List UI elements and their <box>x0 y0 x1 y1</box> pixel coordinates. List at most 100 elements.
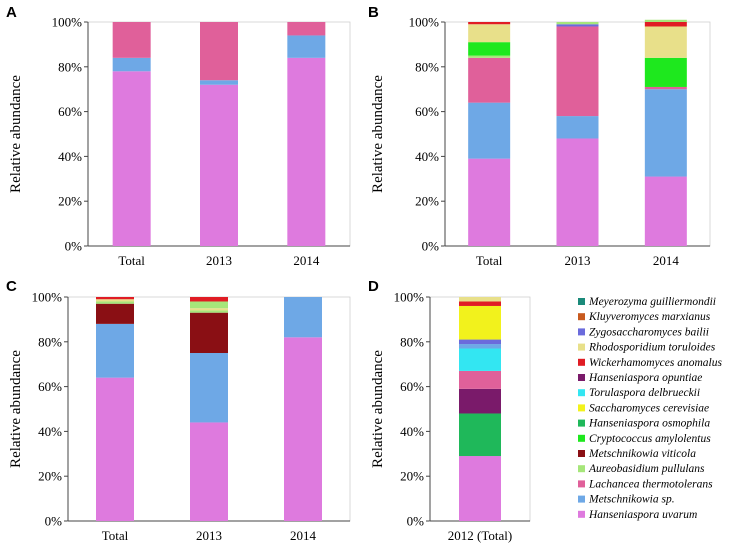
y-tick-label-a: 0% <box>65 239 83 254</box>
bar-segment-a-total-metschnikowia-sp <box>112 57 151 72</box>
legend-label-metschnikowia-viticola: Metschnikowia viticola <box>588 448 696 460</box>
x-tick-label-c: Total <box>102 528 129 543</box>
legend-label-lachancea-thermotolerans: Lachancea thermotolerans <box>588 478 713 490</box>
legend-swatch-lachancea-thermotolerans <box>578 480 585 488</box>
panel-letter-c: C <box>6 278 17 295</box>
y-tick-label-b: 60% <box>415 104 439 119</box>
bar-segment-b-2014-hanseniaspora-uvarum <box>644 176 687 246</box>
legend-label-aureobasidium-pullulans: Aureobasidium pullulans <box>588 463 705 475</box>
bar-segment-b-total-rhodosporidium-toruloides <box>468 24 511 43</box>
y-tick-label-c: 40% <box>38 424 62 439</box>
legend-swatch-torulaspora-delbrueckii <box>578 389 585 397</box>
bar-segment-a-2014-lachancea-thermotolerans <box>287 22 326 36</box>
bar-segment-b-total-metschnikowia-sp <box>468 102 511 159</box>
legend-label-wickerhamomyces-anomalus: Wickerhamomyces anomalus <box>589 357 722 369</box>
charts-layer: A Relative abundance 0% 20% 40% 60% 80% 100% Tot… <box>6 4 711 543</box>
bar-segment-c-2013-hanseniaspora-uvarum <box>190 422 228 521</box>
legend-label-saccharomyces-cerevisiae: Saccharomyces cerevisiae <box>589 402 709 414</box>
bar-segment-a-total-hanseniaspora-uvarum <box>112 71 151 246</box>
legend-label-meyerozyma-guilliermondii: Meyerozyma guilliermondii <box>588 296 716 308</box>
legend-label-hanseniaspora-uvarum: Hanseniaspora uvarum <box>588 509 697 521</box>
panel-letter-a: A <box>6 4 17 21</box>
legend-swatch-hanseniaspora-osmophila <box>578 419 585 427</box>
y-axis-label-c: Relative abundance <box>8 350 24 468</box>
y-tick-label-c: 80% <box>38 334 62 349</box>
bar-segment-c-total-metschnikowia-sp <box>96 323 134 378</box>
bar-segment-b-2014-metschnikowia-sp <box>644 89 687 177</box>
bar-segment-a-2013-metschnikowia-sp <box>200 80 238 85</box>
bar-segment-c-2013-metschnikowia-viticola <box>190 312 228 353</box>
bar-segment-d-2012-total-hanseniaspora-osmophila <box>459 413 501 457</box>
bar-segment-b-total-hanseniaspora-uvarum <box>468 158 511 246</box>
y-tick-label-b: 20% <box>415 194 439 209</box>
bar-segment-d-2012-total-saccharomyces-cerevisiae <box>459 305 501 340</box>
y-tick-label-a: 20% <box>58 194 82 209</box>
bar-segment-d-2012-total-hanseniaspora-opuntiae <box>459 388 501 414</box>
legend-swatch-metschnikowia-viticola <box>578 450 585 457</box>
bar-segment-c-2013-rhodosporidium-toruloides <box>190 308 228 311</box>
y-tick-label-d: 80% <box>400 334 424 349</box>
chart-panel-d: D Relative abundance 0% 20% 40% 60% 80% 100% 201… <box>368 278 531 543</box>
legend-swatch-zygosaccharomyces-bailii <box>578 328 585 336</box>
bar-segment-d-2012-total-metschnikowia-sp <box>459 344 501 349</box>
x-tick-label-c: 2014 <box>290 528 317 543</box>
legend-swatch-aureobasidium-pullulans <box>578 465 585 473</box>
bar-segment-b-total-lachancea-thermotolerans <box>468 57 511 103</box>
legend-label-hanseniaspora-opuntiae: Hanseniaspora opuntiae <box>588 372 702 384</box>
x-tick-label-c: 2013 <box>196 528 222 543</box>
bar-segment-b-total-aureobasidium-pullulans <box>468 55 511 58</box>
panel-letter-d: D <box>368 278 379 295</box>
y-tick-label-d: 0% <box>407 514 425 529</box>
bar-segment-c-2014-hanseniaspora-uvarum <box>284 337 322 521</box>
legend-label-zygosaccharomyces-bailii: Zygosaccharomyces bailii <box>589 326 709 338</box>
legend-swatch-saccharomyces-cerevisiae <box>578 404 585 412</box>
legend-swatch-cryptococcus-amylolentus <box>578 434 585 442</box>
y-tick-label-d: 100% <box>394 290 425 305</box>
bar-segment-b-2014-aureobasidium-pullulans <box>644 19 687 22</box>
bar-segment-c-total-wickerhamomyces-anomalus <box>96 297 134 300</box>
bar-segment-b-2013-aureobasidium-pullulans <box>556 22 599 25</box>
x-tick-label-a: 2013 <box>206 253 232 268</box>
y-tick-label-d: 60% <box>400 379 424 394</box>
bar-segment-d-2012-total-wickerhamomyces-anomalus <box>459 301 501 306</box>
bar-segment-b-2014-lachancea-thermotolerans <box>644 86 687 90</box>
bar-segment-c-2013-aureobasidium-pullulans <box>190 301 228 309</box>
y-tick-label-a: 80% <box>58 59 82 74</box>
x-tick-label-b: 2014 <box>653 253 680 268</box>
y-tick-label-c: 0% <box>45 514 63 529</box>
legend-label-metschnikowia-sp: Metschnikowia sp. <box>588 494 675 506</box>
y-tick-label-a: 60% <box>58 104 82 119</box>
y-tick-label-c: 100% <box>32 290 63 305</box>
bar-segment-c-total-aureobasidium-pullulans <box>96 301 134 304</box>
bar-segment-c-2013-aureobasidium-pullulans <box>190 310 228 313</box>
x-tick-label-a: 2014 <box>293 253 320 268</box>
bar-segment-d-2012-total-lachancea-thermotolerans <box>459 370 501 389</box>
bar-segment-a-2013-hanseniaspora-uvarum <box>200 84 238 246</box>
bar-segment-d-2012-total-torulaspora-delbrueckii <box>459 348 501 371</box>
bar-segment-c-total-hanseniaspora-uvarum <box>96 377 134 521</box>
legend-label-kluyveromyces-marxianus: Kluyveromyces marxianus <box>588 311 711 323</box>
y-tick-label-b: 80% <box>415 59 439 74</box>
bar-segment-d-2012-total-zygosaccharomyces-bailii <box>459 339 501 345</box>
legend: Meyerozyma guilliermondii Kluyveromyces m… <box>578 296 722 521</box>
panel-letter-b: B <box>368 4 379 21</box>
legend-label-torulaspora-delbrueckii: Torulaspora delbrueckii <box>589 387 700 399</box>
legend-swatch-metschnikowia-sp <box>578 495 585 503</box>
bar-segment-b-2013-hanseniaspora-uvarum <box>556 138 599 246</box>
y-tick-label-b: 0% <box>422 239 440 254</box>
legend-label-cryptococcus-amylolentus: Cryptococcus amylolentus <box>589 433 711 445</box>
bar-segment-c-total-metschnikowia-viticola <box>96 303 134 324</box>
y-tick-label-c: 20% <box>38 469 62 484</box>
legend-label-rhodosporidium-toruloides: Rhodosporidium toruloides <box>588 342 716 354</box>
legend-swatch-wickerhamomyces-anomalus <box>578 358 585 366</box>
legend-swatch-rhodosporidium-toruloides <box>578 343 585 351</box>
bar-segment-c-2013-wickerhamomyces-anomalus <box>190 297 228 302</box>
bar-segment-b-2014-wickerhamomyces-anomalus <box>644 22 687 27</box>
bar-segment-c-2014-metschnikowia-sp <box>284 297 322 338</box>
x-tick-label-a: Total <box>118 253 145 268</box>
bar-segment-c-total-rhodosporidium-toruloides <box>96 299 134 302</box>
x-tick-label-b: 2013 <box>565 253 591 268</box>
legend-label-hanseniaspora-osmophila: Hanseniaspora osmophila <box>588 418 710 430</box>
bar-segment-c-2013-metschnikowia-sp <box>190 353 228 423</box>
